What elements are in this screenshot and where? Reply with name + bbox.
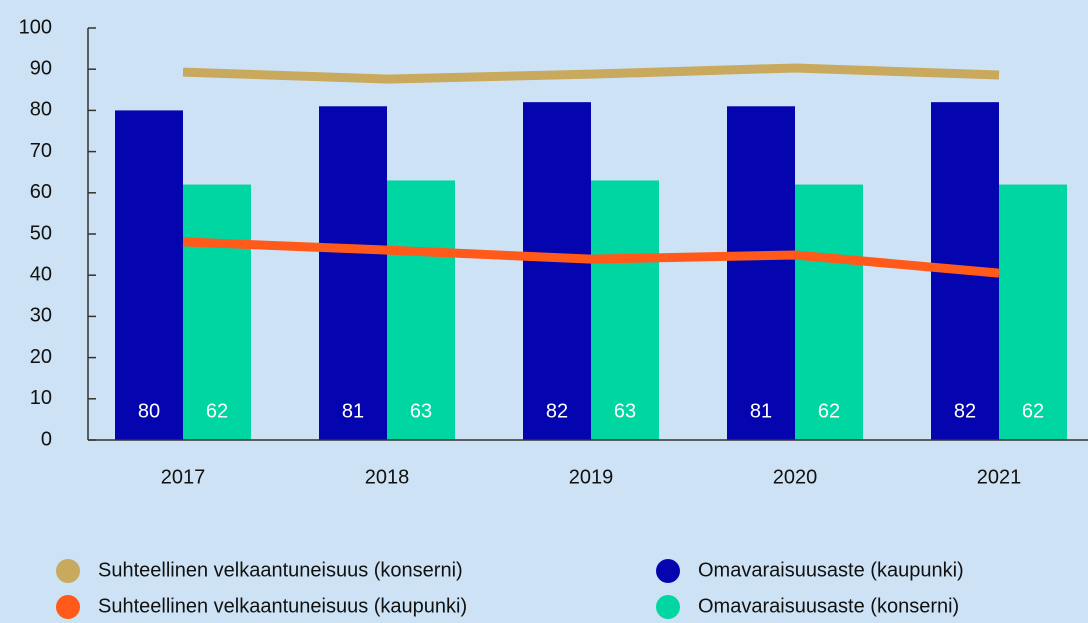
y-tick-label: 10 bbox=[30, 387, 52, 409]
legend-label: Suhteellinen velkaantuneisuus (kaupunki) bbox=[98, 595, 467, 617]
line bbox=[182, 63, 1000, 84]
value-label: 81 bbox=[750, 400, 772, 422]
bar bbox=[523, 102, 591, 440]
y-tick-label: 90 bbox=[30, 57, 52, 79]
y-tick-label: 0 bbox=[41, 428, 52, 450]
y-tick-label: 80 bbox=[30, 99, 52, 121]
bar bbox=[319, 106, 387, 440]
value-label: 63 bbox=[614, 400, 636, 422]
bar bbox=[727, 106, 795, 440]
legend-swatch bbox=[656, 559, 680, 583]
value-label: 81 bbox=[342, 400, 364, 422]
legend-label: Omavaraisuusaste (konserni) bbox=[698, 595, 959, 617]
y-tick-label: 30 bbox=[30, 305, 52, 327]
legend-label: Omavaraisuusaste (kaupunki) bbox=[698, 559, 964, 581]
value-label: 62 bbox=[206, 400, 228, 422]
value-label: 82 bbox=[546, 400, 568, 422]
bar bbox=[999, 184, 1067, 440]
y-tick-label: 50 bbox=[30, 222, 52, 244]
bar bbox=[115, 110, 183, 441]
bar bbox=[795, 184, 863, 440]
legend-label: Suhteellinen velkaantuneisuus (konserni) bbox=[98, 559, 463, 581]
y-tick-label: 40 bbox=[30, 263, 52, 285]
x-tick-label: 2020 bbox=[773, 466, 818, 488]
value-label: 80 bbox=[138, 400, 160, 422]
x-tick-label: 2019 bbox=[569, 466, 614, 488]
legend-swatch bbox=[56, 595, 80, 619]
bar bbox=[183, 184, 251, 440]
value-label: 62 bbox=[1022, 400, 1044, 422]
y-tick-label: 60 bbox=[30, 181, 52, 203]
bar bbox=[387, 180, 455, 440]
y-tick-label: 20 bbox=[30, 346, 52, 368]
y-tick-label: 100 bbox=[19, 16, 52, 38]
value-label: 62 bbox=[818, 400, 840, 422]
x-tick-label: 2018 bbox=[365, 466, 410, 488]
x-tick-label: 2021 bbox=[977, 466, 1022, 488]
value-label: 63 bbox=[410, 400, 432, 422]
bar bbox=[591, 180, 659, 440]
y-tick-label: 70 bbox=[30, 140, 52, 162]
legend-swatch bbox=[656, 595, 680, 619]
value-label: 82 bbox=[954, 400, 976, 422]
legend-swatch bbox=[56, 559, 80, 583]
x-tick-label: 2017 bbox=[161, 466, 206, 488]
line bbox=[182, 237, 1000, 278]
